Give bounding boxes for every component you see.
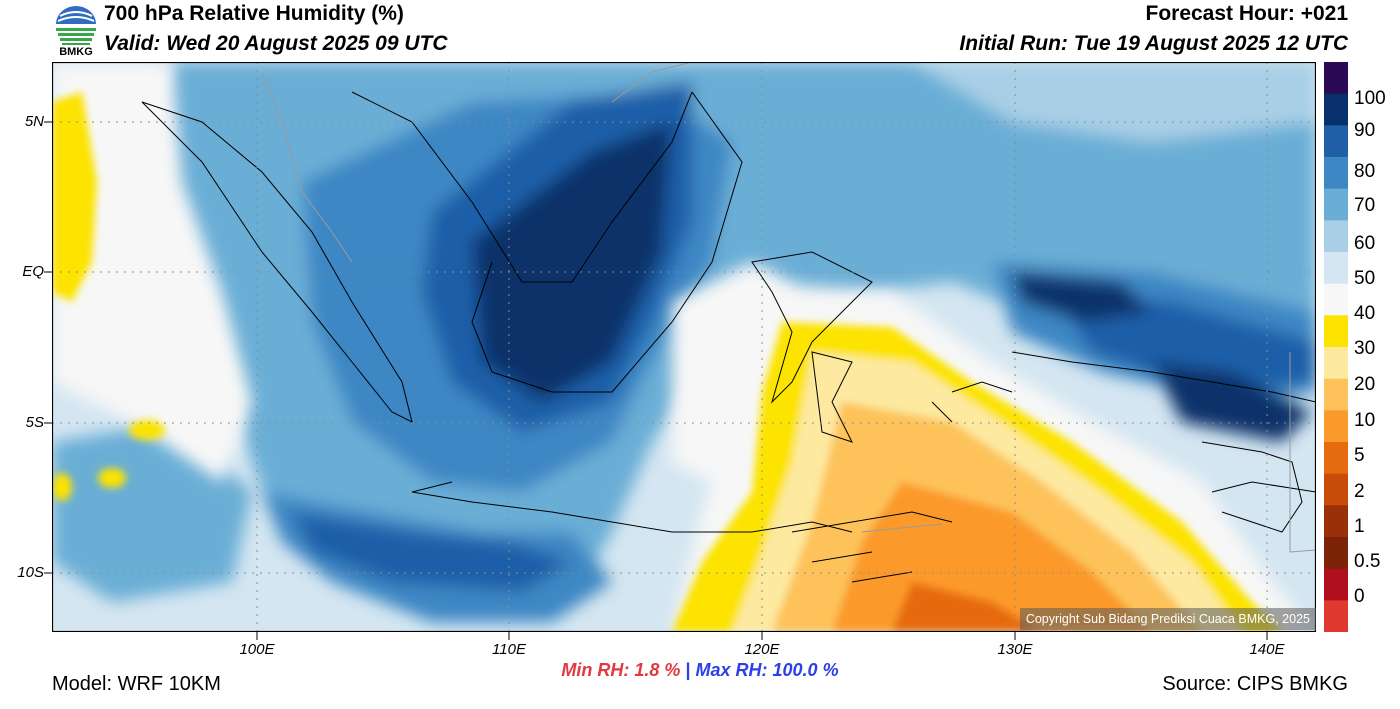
colorbar-swatch bbox=[1324, 568, 1348, 601]
source-label: Source: CIPS BMKG bbox=[1162, 673, 1348, 695]
colorbar-swatch bbox=[1324, 315, 1348, 348]
bmkg-logo-icon bbox=[56, 6, 96, 45]
colorbar-label: 100 bbox=[1354, 88, 1386, 109]
colorbar-swatch bbox=[1324, 93, 1348, 126]
colorbar-label: 2 bbox=[1354, 481, 1365, 502]
colorbar-label: 80 bbox=[1354, 161, 1376, 182]
model-label: Model: WRF 10KM bbox=[52, 673, 221, 695]
max-rh: Max RH: 100.0 % bbox=[695, 660, 839, 680]
colorbar-label: 40 bbox=[1354, 303, 1376, 324]
humidity-map bbox=[52, 62, 1316, 632]
rh-stats: Min RH: 1.8 % | Max RH: 100.0 % bbox=[0, 660, 1400, 681]
colorbar-swatch bbox=[1324, 252, 1348, 285]
colorbar-label: 30 bbox=[1354, 338, 1376, 359]
lon-tick-label: 120E bbox=[744, 641, 780, 658]
colorbar-swatch bbox=[1324, 347, 1348, 380]
lat-tick-label: 5N bbox=[24, 113, 44, 130]
stats-separator: | bbox=[685, 660, 691, 680]
colorbar-label: 10 bbox=[1354, 410, 1376, 431]
lon-tick-marks bbox=[256, 632, 1268, 640]
colorbar-swatch bbox=[1324, 442, 1348, 475]
colorbar-swatch bbox=[1324, 220, 1348, 253]
copyright-notice: Copyright Sub Bidang Prediksi Cuaca BMKG… bbox=[1019, 608, 1316, 630]
lat-tick-label: EQ bbox=[22, 263, 44, 280]
colorbar-label: 50 bbox=[1354, 268, 1376, 289]
colorbar bbox=[1324, 62, 1348, 632]
colorbar-swatch bbox=[1324, 157, 1348, 190]
initial-run: Initial Run: Tue 19 August 2025 12 UTC bbox=[959, 32, 1348, 55]
lat-tick-label: 5S bbox=[25, 414, 44, 431]
colorbar-label: 5 bbox=[1354, 445, 1365, 466]
colorbar-label: 1 bbox=[1354, 516, 1365, 537]
lon-tick-label: 130E bbox=[997, 641, 1033, 658]
colorbar-swatch bbox=[1324, 188, 1348, 221]
colorbar-swatch bbox=[1324, 283, 1348, 316]
colorbar-swatch bbox=[1324, 125, 1348, 158]
colorbar-label: 0 bbox=[1354, 586, 1365, 607]
colorbar-label: 20 bbox=[1354, 374, 1376, 395]
lon-tick-label: 110E bbox=[492, 641, 526, 658]
colorbar-swatch bbox=[1324, 600, 1348, 632]
colorbar-swatch bbox=[1324, 505, 1348, 538]
colorbar-swatch bbox=[1324, 537, 1348, 570]
colorbar-label: 70 bbox=[1354, 195, 1376, 216]
valid-time: Valid: Wed 20 August 2025 09 UTC bbox=[104, 32, 448, 55]
colorbar-swatch bbox=[1324, 378, 1348, 411]
colorbar-label: 0.5 bbox=[1354, 551, 1381, 572]
forecast-hour: Forecast Hour: +021 bbox=[1145, 2, 1349, 25]
colorbar-label: 90 bbox=[1354, 120, 1376, 141]
lon-tick-label: 100E bbox=[239, 641, 275, 658]
colorbar-swatch bbox=[1324, 62, 1348, 95]
lat-tick-marks bbox=[44, 121, 52, 574]
lat-tick-label: 10S bbox=[17, 564, 44, 581]
colorbar-swatch bbox=[1324, 473, 1348, 506]
colorbar-swatch bbox=[1324, 410, 1348, 443]
min-rh: Min RH: 1.8 % bbox=[561, 660, 681, 680]
lon-tick-label: 140E bbox=[1249, 641, 1285, 658]
chart-title: 700 hPa Relative Humidity (%) bbox=[104, 2, 404, 25]
logo-text: BMKG bbox=[59, 46, 93, 58]
colorbar-label: 60 bbox=[1354, 233, 1376, 254]
